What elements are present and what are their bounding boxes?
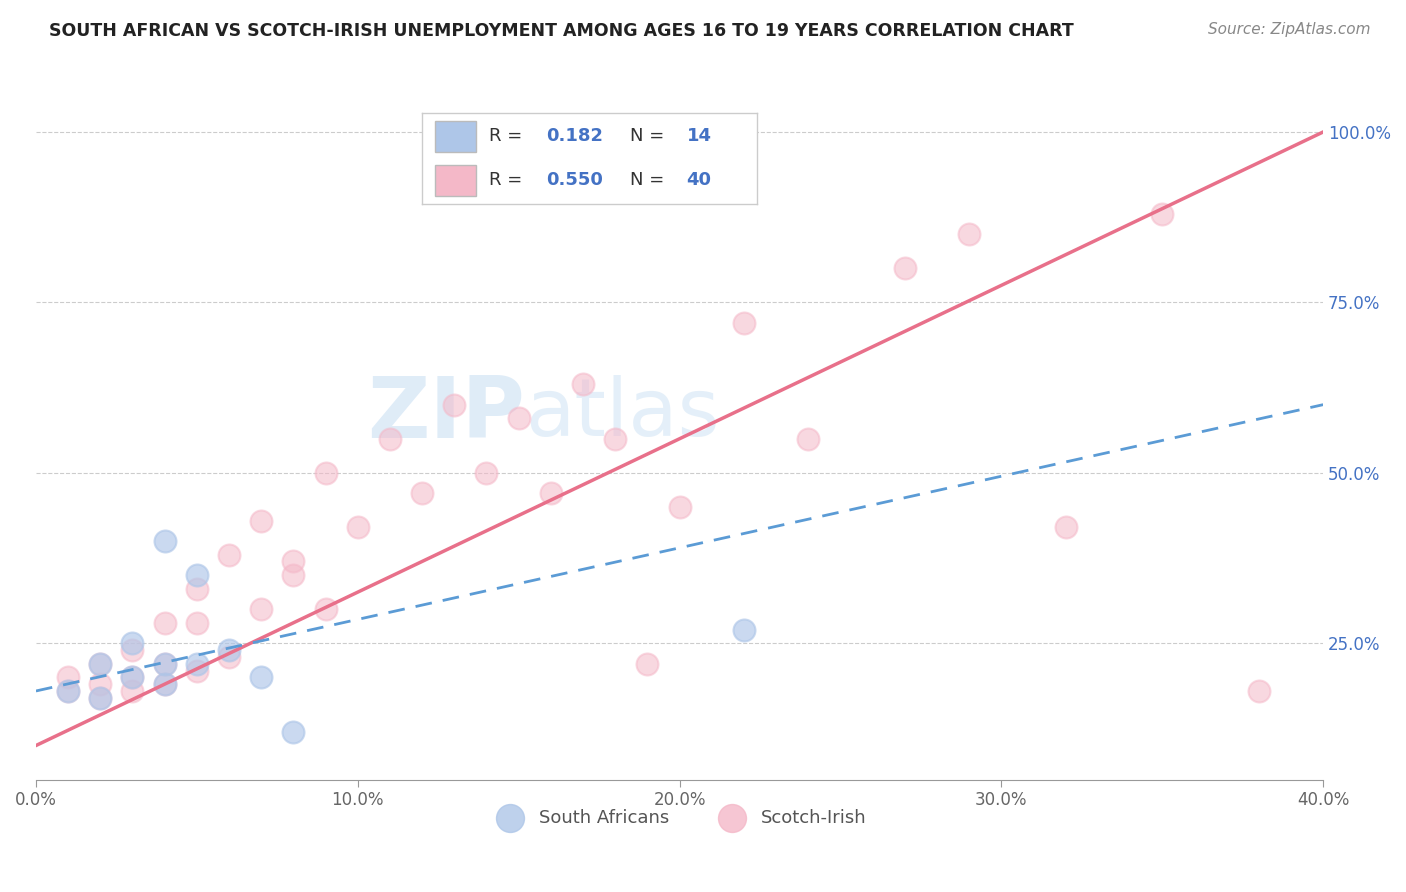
Point [218, 643, 240, 657]
Point [153, 534, 176, 549]
Point [733, 316, 755, 330]
Point [153, 657, 176, 671]
Point [153, 677, 176, 691]
Point [668, 500, 690, 514]
Point [186, 582, 208, 596]
Point [153, 615, 176, 630]
Point [121, 670, 143, 684]
Point [250, 514, 273, 528]
Point [540, 486, 562, 500]
Point [283, 568, 305, 582]
Point [443, 398, 465, 412]
Point [605, 432, 627, 446]
Point [56, 670, 79, 684]
Point [250, 602, 273, 616]
Point [508, 411, 530, 425]
Point [636, 657, 658, 671]
Point [121, 684, 143, 698]
Point [89, 690, 111, 705]
Point [153, 677, 176, 691]
Point [1054, 520, 1077, 534]
Point [283, 725, 305, 739]
Point [378, 432, 401, 446]
Point [153, 657, 176, 671]
Point [121, 636, 143, 650]
Point [315, 602, 337, 616]
Point [733, 623, 755, 637]
Point [89, 657, 111, 671]
Text: SOUTH AFRICAN VS SCOTCH-IRISH UNEMPLOYMENT AMONG AGES 16 TO 19 YEARS CORRELATION: SOUTH AFRICAN VS SCOTCH-IRISH UNEMPLOYME… [49, 22, 1074, 40]
Point [186, 568, 208, 582]
Text: atlas: atlas [524, 376, 720, 453]
Point [186, 664, 208, 678]
Point [89, 677, 111, 691]
Point [797, 432, 820, 446]
Point [56, 684, 79, 698]
Legend: South Africans, Scotch-Irish: South Africans, Scotch-Irish [485, 801, 875, 834]
Point [218, 548, 240, 562]
Point [89, 690, 111, 705]
Text: ZIP: ZIP [367, 373, 524, 456]
Point [315, 466, 337, 480]
Point [1152, 207, 1174, 221]
Point [1247, 684, 1270, 698]
Point [283, 554, 305, 568]
Point [186, 657, 208, 671]
Point [121, 670, 143, 684]
Point [89, 657, 111, 671]
Point [475, 466, 498, 480]
Point [250, 670, 273, 684]
Point [346, 520, 368, 534]
Point [411, 486, 433, 500]
Point [957, 227, 980, 242]
Point [218, 649, 240, 664]
Text: Source: ZipAtlas.com: Source: ZipAtlas.com [1208, 22, 1371, 37]
Point [56, 684, 79, 698]
Point [894, 261, 917, 276]
Point [186, 615, 208, 630]
Point [121, 643, 143, 657]
Point [572, 377, 595, 392]
